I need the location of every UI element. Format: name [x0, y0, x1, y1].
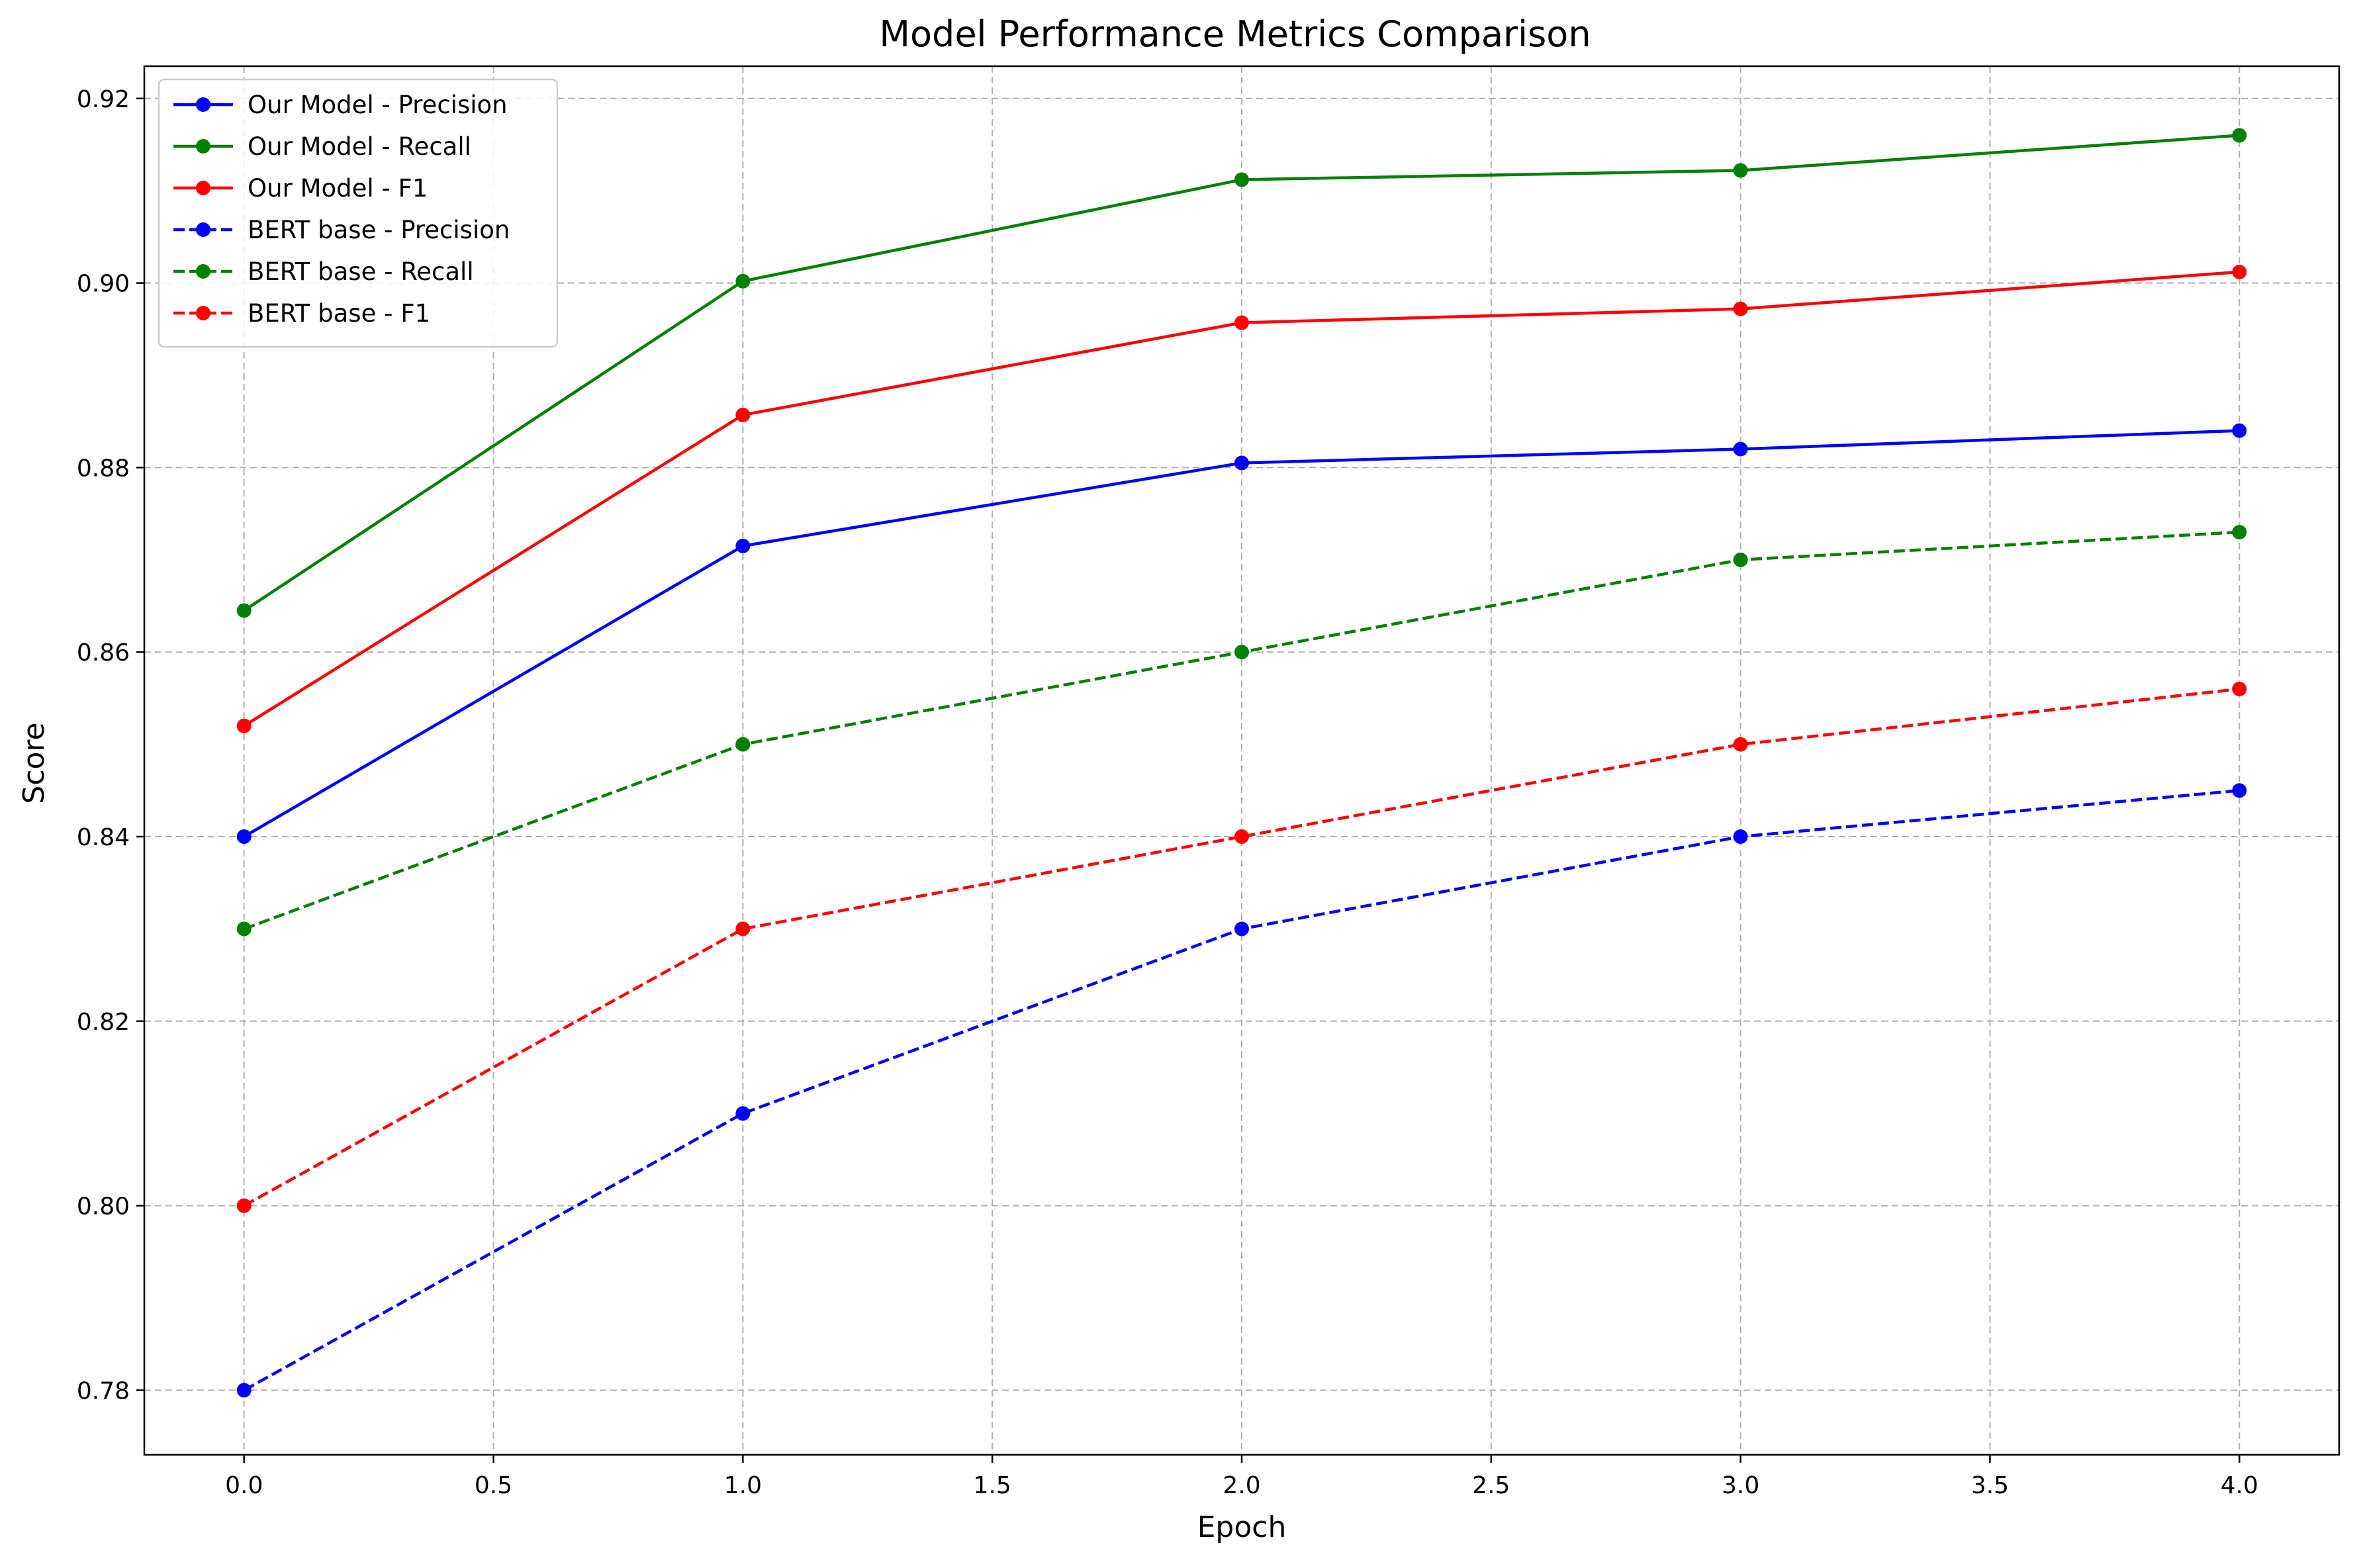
- y-tick-label: 0.80: [77, 1193, 130, 1221]
- legend-box: [158, 78, 559, 348]
- series-2: [236, 128, 2247, 618]
- data-point: [2232, 681, 2247, 696]
- x-tick-label: 0.5: [475, 1472, 512, 1499]
- x-axis-ticks: 0.0 0.5 1.0 1.5 2.0 2.5 3.0 3.5 4.0: [225, 1455, 2258, 1499]
- data-point: [236, 718, 252, 733]
- legend-item: Our Model - F1: [173, 174, 428, 203]
- data-point: [2232, 783, 2247, 798]
- data-point: [1234, 455, 1249, 471]
- legend-item: Our Model - Precision: [173, 91, 508, 119]
- legend-label: Our Model - F1: [248, 174, 428, 203]
- y-tick-label: 0.78: [77, 1377, 130, 1405]
- data-point: [735, 737, 751, 752]
- legend-item: BERT base - Recall: [173, 257, 474, 286]
- data-point: [236, 921, 252, 937]
- series-6: [236, 681, 2247, 1213]
- legend-item: BERT base - Precision: [173, 216, 510, 244]
- x-tick-label: 2.0: [1223, 1472, 1260, 1499]
- y-tick-label: 0.90: [77, 271, 130, 298]
- data-point: [2232, 128, 2247, 143]
- chart-title: Model Performance Metrics Comparison: [879, 13, 1591, 55]
- x-tick-label: 4.0: [2221, 1472, 2258, 1499]
- data-point: [1733, 163, 1748, 178]
- series-3: [236, 264, 2247, 733]
- data-point: [1733, 441, 1748, 457]
- data-point: [735, 538, 751, 553]
- data-point: [1733, 829, 1748, 845]
- data-point: [236, 829, 252, 845]
- y-tick-label: 0.92: [77, 86, 130, 113]
- data-point: [236, 1198, 252, 1213]
- series-1: [236, 423, 2247, 845]
- data-point: [1234, 921, 1249, 937]
- data-point: [735, 1106, 751, 1121]
- y-axis-label: Score: [17, 722, 51, 804]
- data-point: [735, 273, 751, 289]
- legend-item: BERT base - F1: [173, 299, 430, 328]
- data-point: [236, 603, 252, 618]
- data-point: [1733, 737, 1748, 752]
- legend-label: BERT base - Recall: [248, 257, 474, 286]
- x-axis-label: Epoch: [1197, 1510, 1287, 1544]
- y-axis-ticks: 0.78 0.80 0.82 0.84 0.86 0.88 0.90 0.92: [77, 86, 144, 1405]
- y-tick-label: 0.84: [77, 824, 130, 851]
- data-point: [1733, 301, 1748, 316]
- y-tick-label: 0.86: [77, 639, 130, 667]
- legend-label: Our Model - Recall: [248, 132, 471, 161]
- legend-marker: [196, 97, 210, 112]
- legend-label: BERT base - F1: [248, 299, 430, 328]
- series-5: [236, 524, 2247, 937]
- legend-marker: [196, 264, 210, 279]
- data-point: [236, 1383, 252, 1398]
- legend-item: Our Model - Recall: [173, 132, 471, 161]
- legend-marker: [196, 139, 210, 154]
- series-line: [243, 687, 2240, 1207]
- x-tick-label: 0.0: [225, 1472, 263, 1499]
- series-4: [236, 783, 2247, 1398]
- legend-label: BERT base - Precision: [248, 216, 510, 244]
- x-tick-label: 1.0: [724, 1472, 762, 1499]
- data-point: [2232, 423, 2247, 438]
- series-lines: [236, 128, 2247, 1398]
- x-tick-label: 2.5: [1472, 1472, 1510, 1499]
- legend-label: Our Model - Precision: [248, 91, 508, 119]
- x-tick-label: 3.5: [1971, 1472, 2009, 1499]
- y-tick-label: 0.88: [77, 455, 130, 482]
- legend-marker: [196, 181, 210, 195]
- legend: Our Model - Precision Our Model - Recall O…: [158, 78, 559, 348]
- data-point: [1234, 172, 1249, 187]
- data-point: [1733, 552, 1748, 567]
- data-point: [735, 921, 751, 937]
- y-tick-label: 0.82: [77, 1009, 130, 1036]
- legend-marker: [196, 222, 210, 237]
- data-point: [2232, 264, 2247, 279]
- data-point: [1234, 315, 1249, 330]
- data-point: [2232, 524, 2247, 539]
- data-point: [1234, 645, 1249, 660]
- legend-marker: [196, 306, 210, 320]
- x-tick-label: 3.0: [1722, 1472, 1759, 1499]
- data-point: [1234, 829, 1249, 845]
- x-tick-label: 1.5: [974, 1472, 1011, 1499]
- data-point: [735, 407, 751, 422]
